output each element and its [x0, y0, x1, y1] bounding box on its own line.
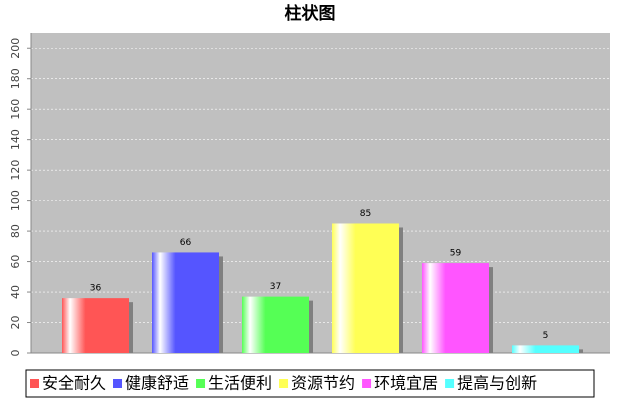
y-tick-label: 140 — [9, 129, 22, 150]
bar — [332, 223, 399, 353]
y-tick-label: 120 — [9, 160, 22, 181]
value-label: 5 — [543, 331, 549, 341]
bar — [512, 345, 579, 353]
value-label: 36 — [90, 284, 102, 294]
legend-swatch — [362, 379, 372, 388]
bar — [152, 252, 219, 353]
value-label: 85 — [360, 209, 371, 219]
y-tick-label: 80 — [9, 224, 22, 238]
legend-label: 资源节约 — [291, 374, 355, 393]
bar — [422, 263, 489, 353]
legend-swatch — [113, 379, 123, 388]
legend-swatch — [196, 379, 206, 388]
bar — [242, 296, 309, 353]
y-tick-label: 0 — [9, 350, 22, 357]
y-tick-label: 40 — [9, 285, 22, 299]
y-tick-label: 60 — [9, 255, 22, 269]
value-label: 37 — [270, 282, 281, 292]
y-tick-label: 180 — [9, 68, 22, 89]
value-label: 66 — [180, 238, 192, 248]
legend-label: 健康舒适 — [125, 374, 189, 393]
y-tick-label: 20 — [9, 316, 22, 330]
legend-label: 安全耐久 — [42, 374, 106, 393]
value-label: 59 — [450, 249, 462, 259]
y-tick-label: 100 — [9, 190, 22, 211]
legend-swatch — [445, 379, 455, 388]
legend-label: 环境宜居 — [374, 374, 438, 393]
legend-label: 生活便利 — [208, 374, 272, 393]
legend-label: 提高与创新 — [457, 374, 537, 393]
legend-swatch — [279, 379, 289, 388]
y-tick-label: 160 — [9, 99, 22, 120]
bar — [62, 298, 129, 353]
chart-title: 柱状图 — [285, 3, 336, 24]
y-tick-label: 200 — [9, 38, 22, 59]
legend-swatch — [30, 379, 39, 388]
